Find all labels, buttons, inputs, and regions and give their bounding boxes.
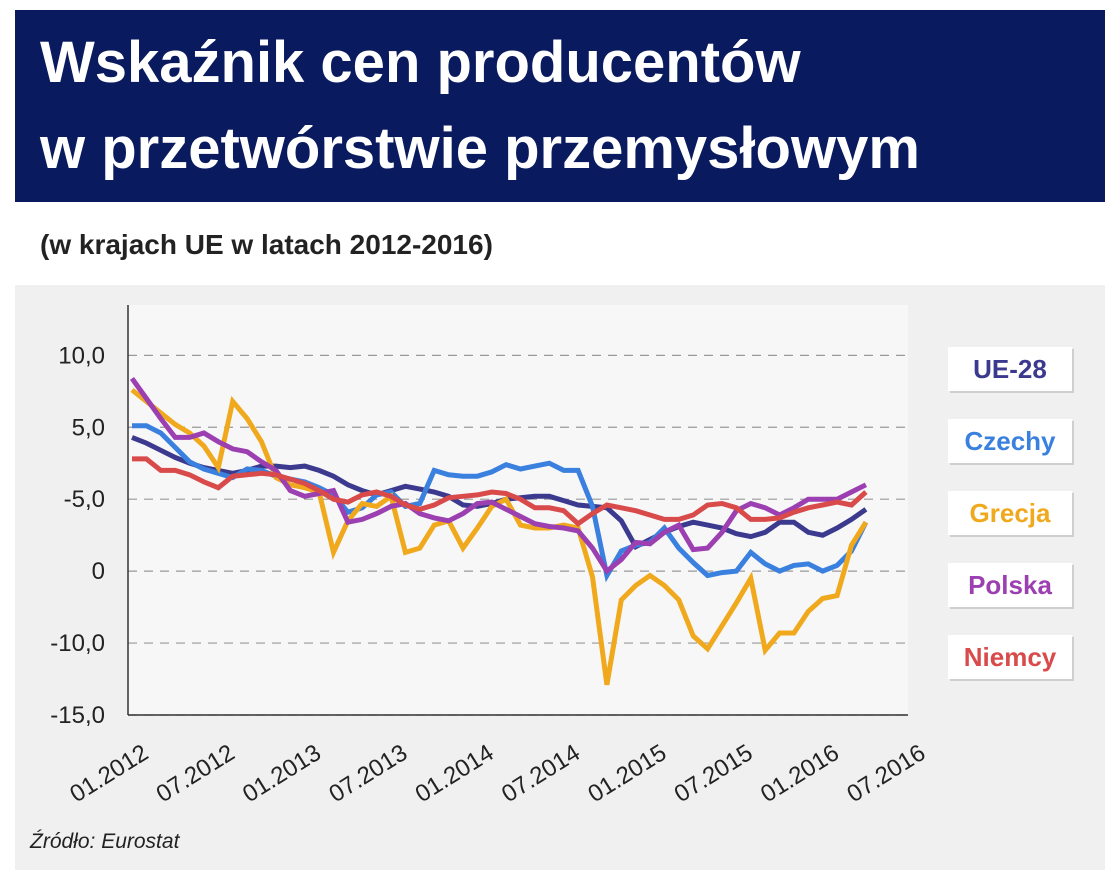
- legend-box: [948, 419, 1072, 463]
- legend-box: [948, 347, 1072, 391]
- series-line: [129, 376, 868, 575]
- legend-label: Czechy: [964, 426, 1056, 456]
- legend-box: [948, 563, 1072, 607]
- legend-box: [948, 635, 1072, 679]
- y-tick-label: -5,0: [64, 486, 105, 513]
- y-tick-label: 0: [92, 558, 105, 585]
- y-tick-label: -10,0: [50, 630, 105, 657]
- series-line: [132, 423, 869, 583]
- y-tick-label: 10,0: [58, 342, 105, 369]
- legend-label: Grecja: [970, 498, 1051, 528]
- y-tick-label: -15,0: [50, 702, 105, 729]
- chart-title: Wskaźnik cen producentów: [40, 30, 801, 95]
- legend-label: Polska: [968, 570, 1052, 600]
- plot-area: [128, 305, 908, 715]
- header-band: [15, 10, 1105, 202]
- series-line: [132, 456, 868, 527]
- legend-label: UE-28: [973, 354, 1047, 384]
- y-tick-label: 5,0: [72, 414, 105, 441]
- subtitle: (w krajach UE w latach 2012-2016): [40, 229, 493, 260]
- legend-box: [948, 491, 1072, 535]
- legend-label: Niemcy: [964, 642, 1057, 672]
- source: Źródło: Eurostat: [29, 830, 181, 853]
- chart-title: w przetwórstwie przemysłowym: [39, 116, 920, 181]
- series-line: [130, 387, 869, 686]
